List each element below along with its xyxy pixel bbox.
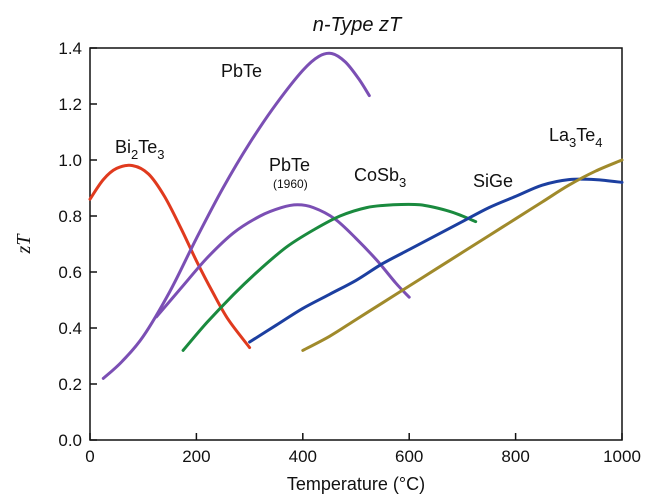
plot-frame xyxy=(89,47,623,441)
x-tick-label: 200 xyxy=(182,447,210,466)
series-line-cosb3 xyxy=(181,202,478,352)
series-line-pbte-1960 xyxy=(155,203,411,319)
label-cosb3-sub-1: 3 xyxy=(399,175,406,190)
series-line-sige xyxy=(248,177,624,344)
y-tick-label: 0.6 xyxy=(58,263,82,282)
label-bi2te3-part-1: Bi xyxy=(115,137,131,157)
y-tick-label: 0.0 xyxy=(58,431,82,450)
x-axis-ticks: 0 200 400 600 800 1000 xyxy=(85,433,641,466)
label-bi2te3-part-2: Te xyxy=(138,137,157,157)
label-sige: SiGe xyxy=(473,171,513,191)
y-tick-label: 1.2 xyxy=(58,95,82,114)
label-pbte-1960: PbTe xyxy=(269,155,310,175)
label-la3te4-part-2: Te xyxy=(576,125,595,145)
label-la3te4: La3Te4 xyxy=(549,125,603,150)
label-la3te4-sub-1: 3 xyxy=(569,135,576,150)
label-bi2te3-sub-2: 3 xyxy=(157,147,164,162)
series-line-pbte xyxy=(101,51,371,380)
label-bi2te3-sub-1: 2 xyxy=(131,147,138,162)
y-tick-label: 1.0 xyxy=(58,151,82,170)
label-bi2te3: Bi2Te3 xyxy=(115,137,165,162)
x-axis-label: Temperature (°C) xyxy=(287,474,425,494)
x-tick-label: 1000 xyxy=(603,447,641,466)
series-line-bi2te3 xyxy=(88,163,252,350)
label-cosb3: CoSb3 xyxy=(354,165,406,190)
x-tick-label: 600 xyxy=(395,447,423,466)
x-tick-label: 800 xyxy=(501,447,529,466)
series-lines xyxy=(88,51,624,380)
chart-title: n-Type zT xyxy=(313,14,403,36)
label-la3te4-part-1: La xyxy=(549,125,570,145)
y-tick-label: 1.4 xyxy=(58,39,82,58)
x-tick-label: 400 xyxy=(289,447,317,466)
y-axis-label: zT xyxy=(13,233,35,255)
series-line-la3te4 xyxy=(301,158,624,352)
y-tick-label: 0.2 xyxy=(58,375,82,394)
y-tick-label: 0.4 xyxy=(58,319,82,338)
label-cosb3-part-1: CoSb xyxy=(354,165,399,185)
x-tick-label: 0 xyxy=(85,447,94,466)
y-axis-ticks: 0.0 0.2 0.4 0.6 0.8 1.0 1.2 1.4 xyxy=(58,39,97,450)
label-pbte: PbTe xyxy=(221,61,262,81)
label-pbte-1960-year: (1960) xyxy=(273,177,308,191)
y-tick-label: 0.8 xyxy=(58,207,82,226)
label-la3te4-sub-2: 4 xyxy=(595,135,602,150)
